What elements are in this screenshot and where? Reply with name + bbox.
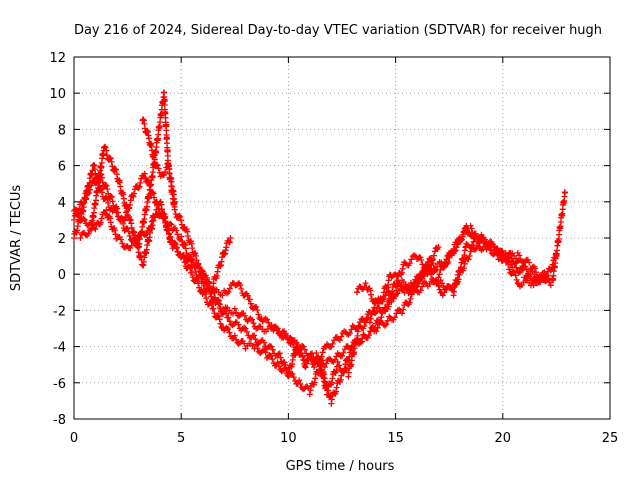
y-tick-label: -8 bbox=[53, 413, 66, 428]
data-markers bbox=[71, 89, 568, 407]
y-tick-labels: -8 -6 -4 -2 0 2 4 6 8 10 12 bbox=[49, 51, 66, 428]
y-tick-label: 2 bbox=[58, 232, 66, 247]
series-markers bbox=[210, 235, 234, 287]
series-markers bbox=[77, 143, 560, 371]
series-markers bbox=[354, 244, 442, 315]
y-tick-label: 12 bbox=[49, 51, 66, 66]
series-track-2 bbox=[71, 198, 549, 407]
axis-ticks bbox=[73, 56, 611, 420]
y-tick-label: -6 bbox=[53, 377, 66, 392]
series-markers bbox=[71, 198, 549, 407]
x-tick-label: 5 bbox=[177, 431, 185, 446]
series-track-7 bbox=[354, 244, 442, 315]
x-tick-label: 10 bbox=[280, 431, 297, 446]
y-tick-label: 6 bbox=[58, 160, 66, 175]
x-tick-label: 15 bbox=[387, 431, 404, 446]
chart-title: Day 216 of 2024, Sidereal Day-to-day VTE… bbox=[74, 23, 602, 38]
x-tick-label: 20 bbox=[495, 431, 512, 446]
series-track-4 bbox=[77, 143, 560, 371]
series-track-6 bbox=[210, 235, 234, 287]
y-tick-label: -2 bbox=[53, 304, 66, 319]
y-tick-label: 10 bbox=[49, 87, 66, 102]
grid-lines bbox=[74, 57, 610, 419]
y-axis-label: SDTVAR / TECUs bbox=[9, 185, 24, 292]
series-track-5 bbox=[139, 116, 178, 207]
x-axis-label: GPS time / hours bbox=[286, 459, 395, 474]
x-tick-label: 25 bbox=[602, 431, 619, 446]
x-tick-label: 0 bbox=[70, 431, 78, 446]
y-tick-label: 8 bbox=[58, 123, 66, 138]
y-tick-label: 0 bbox=[58, 268, 66, 283]
x-tick-labels: 0 5 10 15 20 25 bbox=[70, 431, 618, 446]
y-tick-label: 4 bbox=[58, 196, 66, 211]
y-tick-label: -4 bbox=[53, 341, 66, 356]
series-markers bbox=[139, 116, 178, 207]
